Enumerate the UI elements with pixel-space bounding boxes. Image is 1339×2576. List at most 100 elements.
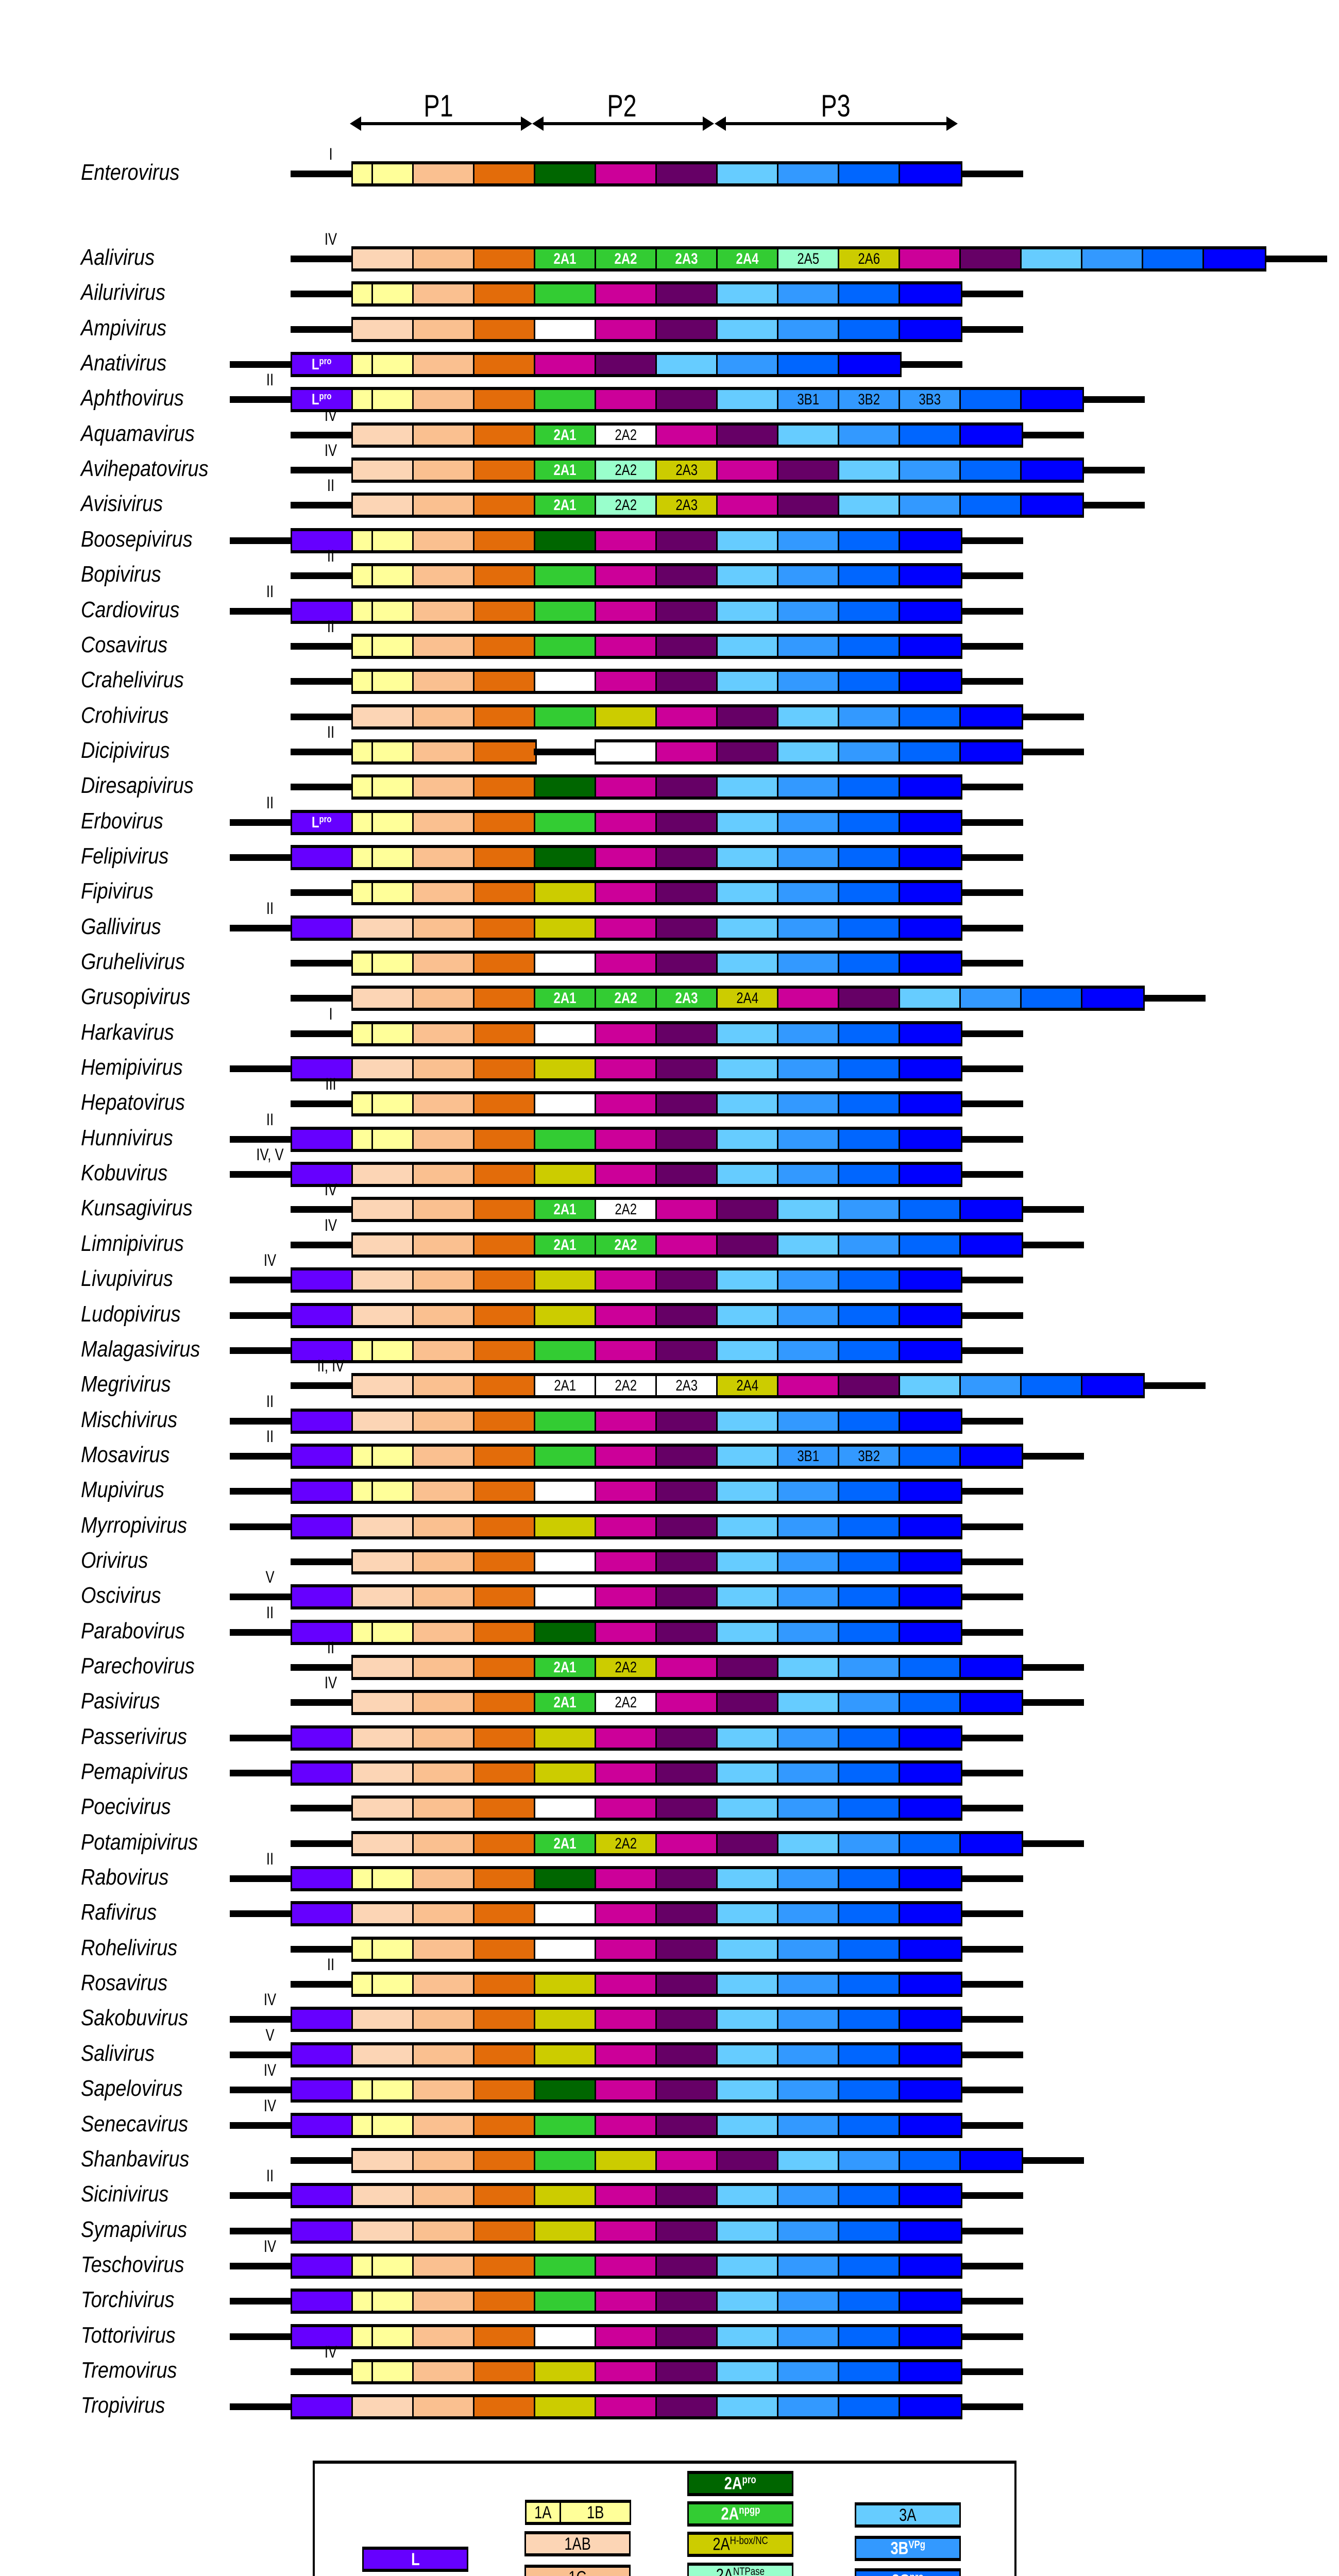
protein-3B <box>839 2151 900 2170</box>
legend-sup: pro <box>910 2571 924 2576</box>
genus-name: Cosavirus <box>81 632 168 657</box>
protein-3A <box>778 1693 839 1712</box>
protein-2C <box>839 1376 900 1395</box>
protein-1A1B <box>353 566 414 585</box>
protein-3C <box>839 1341 900 1360</box>
protein-2B <box>596 2045 657 2064</box>
genus-name: Gruhelivirus <box>81 949 185 974</box>
polyprotein-bar <box>291 1409 962 1434</box>
region-label-p3: P3 <box>821 89 851 123</box>
genus-name: Livupivirus <box>81 1266 173 1291</box>
protein-3B <box>839 1834 900 1853</box>
protein-hbox-2A4: 2A4 <box>718 1376 778 1395</box>
polyprotein-bar <box>291 2042 962 2067</box>
utr-5prime-line <box>230 2298 291 2304</box>
protein-3B-3B1: 3B1 <box>778 1447 839 1466</box>
protein-2C <box>778 461 839 480</box>
protein-2B <box>596 1799 657 1818</box>
polyprotein-bar <box>291 2077 962 2103</box>
protein-1D <box>474 1834 535 1853</box>
protein-1D <box>474 1799 535 1818</box>
protein-3B <box>778 848 839 867</box>
protein-L <box>292 1764 353 1783</box>
protein-1B <box>373 1482 412 1501</box>
protein-3C <box>1022 989 1082 1008</box>
polyprotein-bar <box>351 774 962 800</box>
protein-3D <box>961 1834 1022 1853</box>
protein-1D <box>474 1904 535 1923</box>
protein-2B <box>596 602 657 621</box>
protein-3C <box>961 461 1022 480</box>
protein-W <box>535 954 596 973</box>
protein-1C <box>414 566 474 585</box>
genus-name: Sapelovirus <box>81 2076 183 2101</box>
protein-2B <box>596 848 657 867</box>
protein-1D <box>474 1975 535 1994</box>
ires-type-label: II <box>266 1427 274 1446</box>
genus-name: Potamipivirus <box>81 1829 198 1855</box>
protein-L <box>292 919 353 938</box>
legend-label: 1AB <box>564 2534 591 2554</box>
protein-2C <box>657 1728 718 1748</box>
protein-L <box>292 1482 353 1501</box>
protein-L <box>292 1412 353 1431</box>
protein-1A <box>353 2116 374 2135</box>
genus-name: Hepatovirus <box>81 1090 185 1115</box>
utr-5prime-line <box>291 171 351 177</box>
protein-1A1B <box>353 390 414 409</box>
protein-3C <box>839 1764 900 1783</box>
protein-1AB <box>353 1658 414 1677</box>
protein-2C <box>657 164 718 183</box>
protein-1C <box>414 249 474 268</box>
protein-W-2A1: 2A1 <box>535 1376 596 1395</box>
genus-name: Mupivirus <box>81 1477 164 1502</box>
protein-3A <box>718 2080 778 2099</box>
protein-3D <box>900 1270 961 1290</box>
protein-3A <box>718 1094 778 1113</box>
protein-1D <box>474 707 535 726</box>
protein-1B <box>373 954 412 973</box>
utr-3prime-line <box>1023 1206 1084 1213</box>
protein-1D <box>474 2151 535 2170</box>
polyprotein-bar <box>351 1549 962 1574</box>
protein-1A1B <box>353 1341 414 1360</box>
polyprotein-bar <box>351 739 537 765</box>
protein-1D <box>474 2257 535 2276</box>
protein-1D <box>474 390 535 409</box>
protein-1A1B <box>353 883 414 902</box>
protein-1C <box>414 320 474 339</box>
utr-5prime-line <box>230 1910 291 1917</box>
protein-3A <box>718 531 778 550</box>
legend-sup: VPg <box>908 2539 925 2551</box>
polyprotein-bar: Lpro <box>291 352 902 377</box>
protein-2B <box>596 2362 657 2381</box>
protein-2B <box>596 1975 657 1994</box>
protein-3C <box>839 1975 900 1994</box>
protein-3B <box>839 426 900 445</box>
protein-3D <box>1022 390 1082 409</box>
protein-1AB <box>353 1059 414 1078</box>
polyprotein-bar: 2A1 2A2 <box>351 1232 1023 1258</box>
protein-W <box>535 1552 596 1571</box>
protein-2B <box>596 1165 657 1184</box>
utr-3prime-line <box>962 2333 1023 2340</box>
protein-label: 3B3 <box>919 391 941 408</box>
polyprotein-bar <box>291 1901 962 1926</box>
ires-type-label: II, IV <box>317 1357 345 1375</box>
genus-name: Tottorivirus <box>81 2323 176 2348</box>
protein-1D <box>474 1094 535 1113</box>
genus-name: Tremovirus <box>81 2358 177 2383</box>
protein-label: 2A2 <box>615 1377 637 1394</box>
protein-3D <box>900 1024 961 1043</box>
protein-3C <box>839 1517 900 1536</box>
protein-1D <box>474 531 535 550</box>
utr-3prime-line <box>962 1347 1023 1354</box>
protein-1A <box>353 1869 374 1888</box>
protein-npgp <box>535 284 596 303</box>
protein-3C <box>839 2362 900 2381</box>
protein-3D <box>900 813 961 832</box>
protein-3B <box>778 954 839 973</box>
protein-3A <box>718 2257 778 2276</box>
protein-3C <box>839 1623 900 1642</box>
protein-pro <box>535 848 596 867</box>
